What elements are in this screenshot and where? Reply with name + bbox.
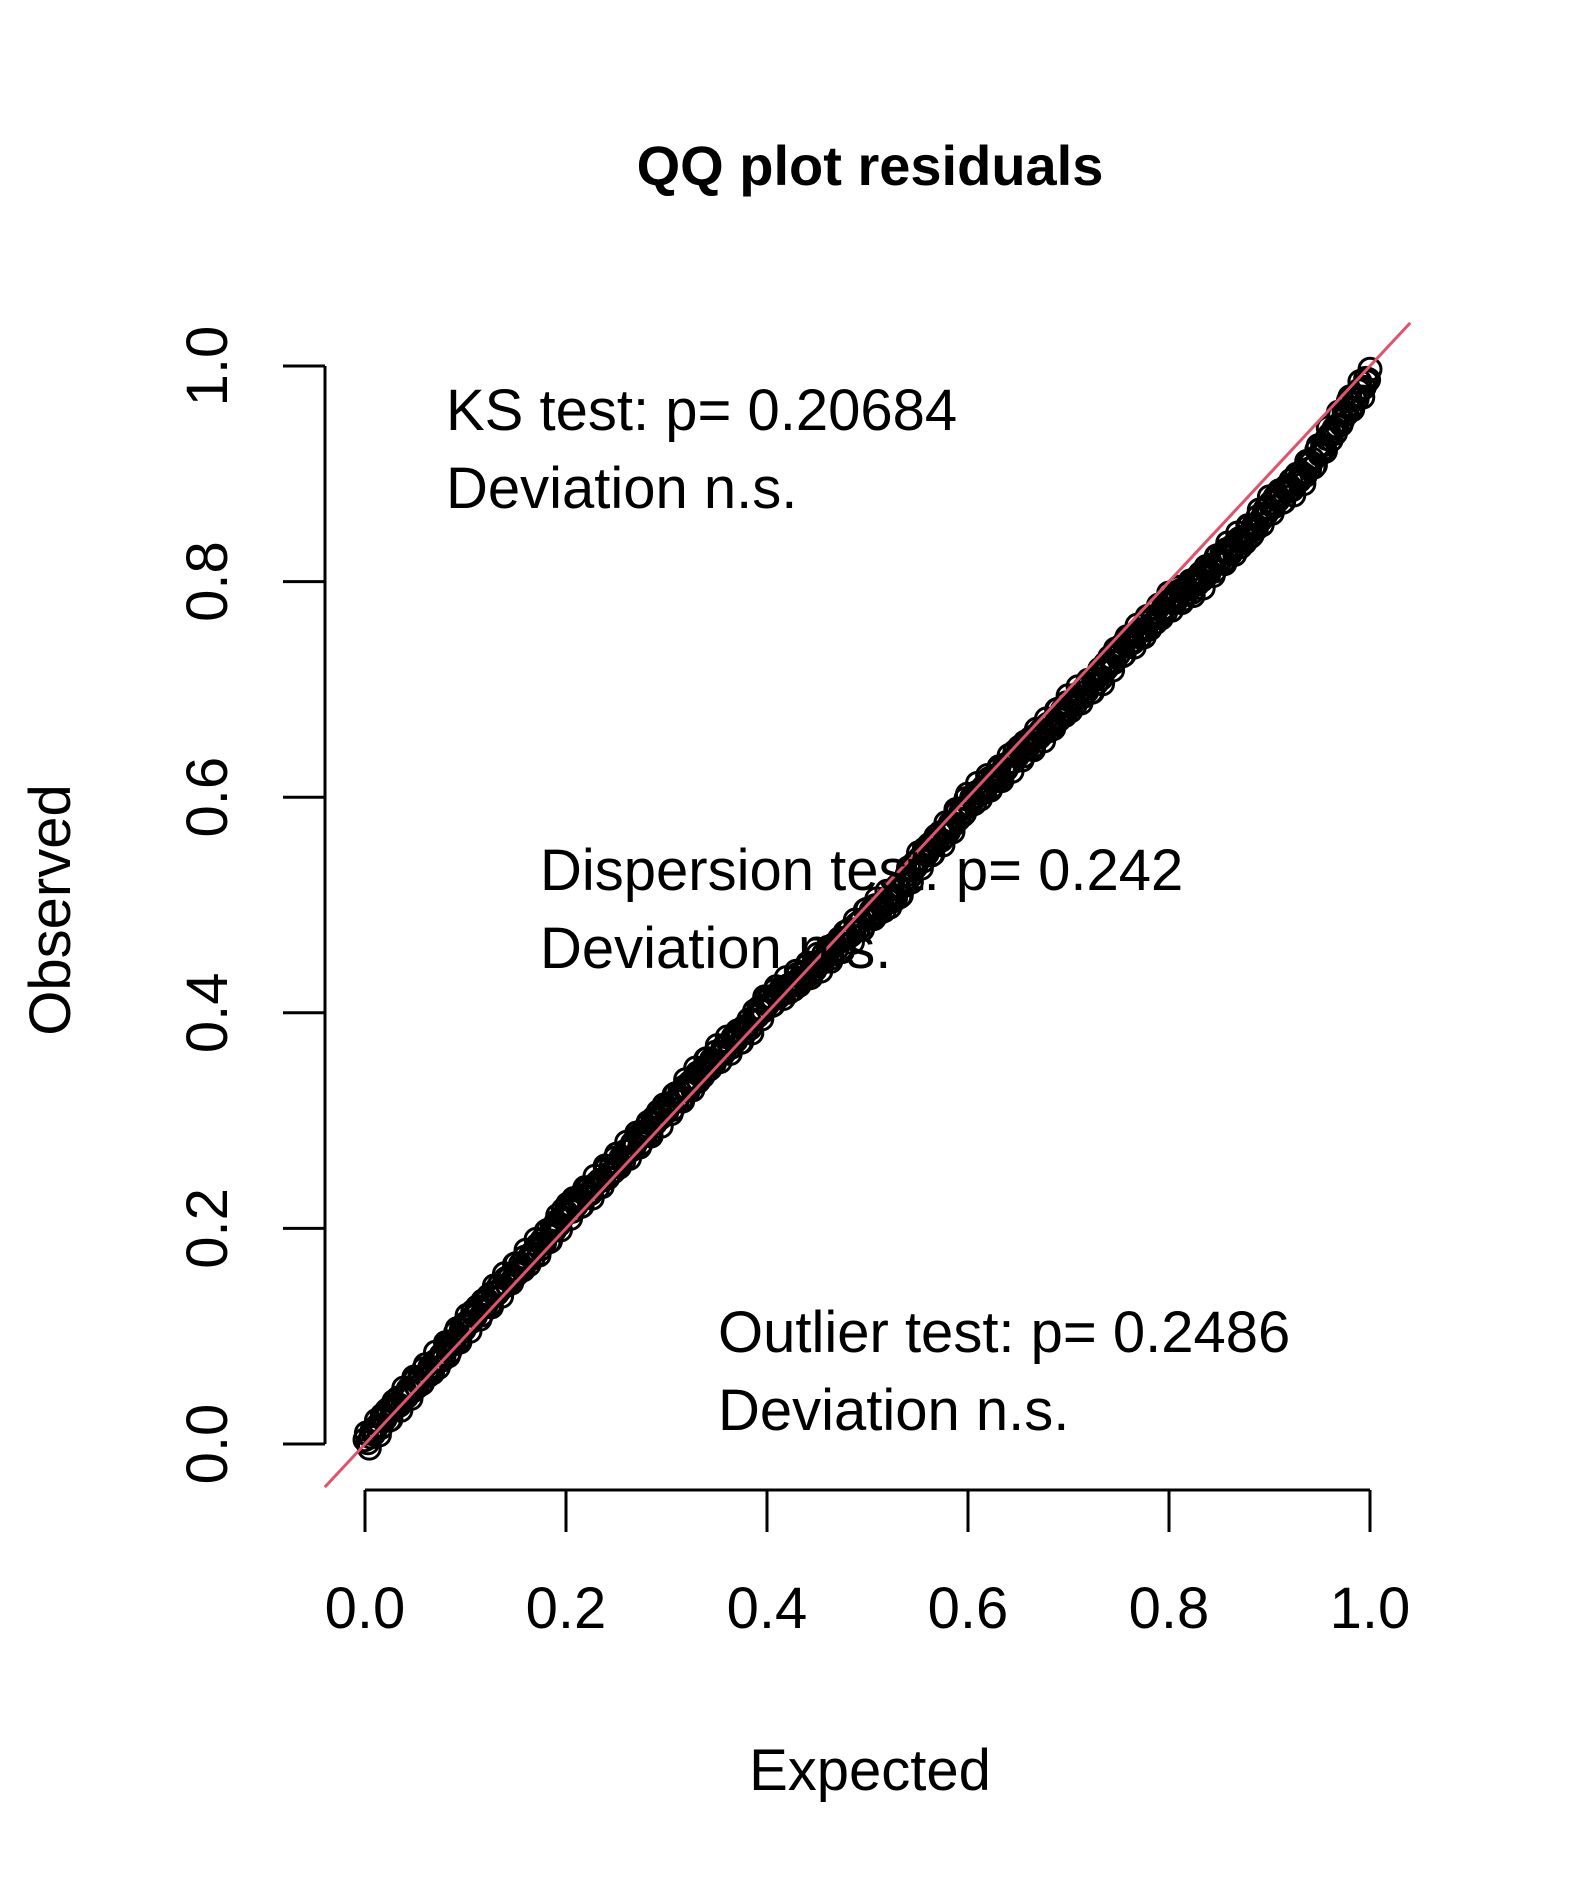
y-tick-label: 0.8 — [175, 541, 240, 622]
x-tick-label: 1.0 — [1330, 1576, 1411, 1641]
dispersion-test-text: Dispersion test: p= 0.242 — [540, 838, 1183, 903]
y-tick-label: 0.4 — [175, 972, 240, 1053]
outlier-test-text: Outlier test: p= 0.2486 — [718, 1300, 1290, 1365]
y-tick-label: 0.2 — [175, 1188, 240, 1269]
ks-test-text: KS test: p= 0.20684 — [446, 378, 957, 443]
x-tick-label: 0.0 — [325, 1576, 406, 1641]
y-tick-label: 0.0 — [175, 1404, 240, 1485]
x-tick-label: 0.2 — [526, 1576, 607, 1641]
x-tick-label: 0.6 — [928, 1576, 1009, 1641]
chart-title: QQ plot residuals — [637, 134, 1104, 197]
x-axis-label: Expected — [749, 1738, 991, 1803]
x-tick-label: 0.4 — [727, 1576, 808, 1641]
outlier-deviation-text: Deviation n.s. — [718, 1378, 1069, 1443]
y-tick-label: 1.0 — [175, 326, 240, 407]
x-axis: 0.0 0.2 0.4 0.6 0.8 1.0 — [325, 1488, 1411, 1641]
reference-line — [323, 321, 1412, 1489]
y-tick-label: 0.6 — [175, 757, 240, 838]
qq-point — [1350, 384, 1376, 410]
dispersion-deviation-text: Deviation n.s. — [540, 916, 891, 981]
y-axis-label: Observed — [18, 784, 83, 1035]
ks-deviation-text: Deviation n.s. — [446, 456, 797, 521]
y-axis: 0.0 0.2 0.4 0.6 0.8 1.0 — [175, 326, 327, 1485]
x-tick-label: 0.8 — [1129, 1576, 1210, 1641]
points-layer — [352, 356, 1383, 1461]
qq-point — [1357, 356, 1383, 382]
